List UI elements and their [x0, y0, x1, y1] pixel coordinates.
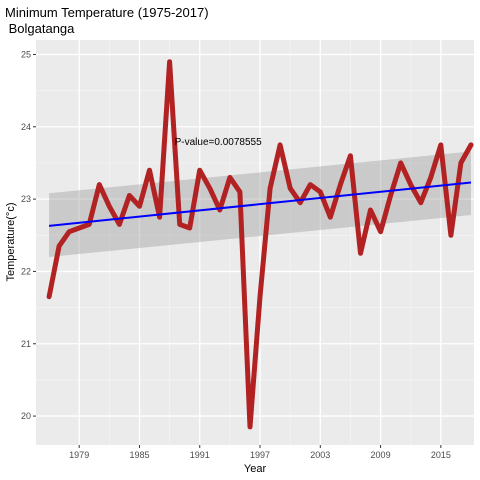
- y-tick-label: 21: [21, 339, 31, 349]
- chart-title: Minimum Temperature (1975-2017): [5, 5, 209, 20]
- trend-line: [48, 181, 472, 227]
- x-axis-title: Year: [244, 463, 267, 475]
- y-tick-label: 24: [21, 122, 31, 132]
- series-group: [46, 59, 474, 430]
- y-axis-ticks: 20 21 22 23 24 25: [21, 49, 36, 421]
- y-tick-label: 23: [21, 194, 31, 204]
- chart-subtitle: Bolgatanga: [5, 21, 75, 36]
- x-tick-label: 2009: [371, 450, 391, 460]
- temperature-line: [46, 59, 474, 430]
- major-gridlines: [36, 40, 474, 445]
- x-tick-label: 1979: [69, 450, 89, 460]
- p-value-annotation: P-value=0.0078555: [175, 137, 262, 148]
- trend-group: [48, 181, 472, 227]
- x-tick-label: 1985: [129, 450, 149, 460]
- y-axis-title: Temperature(°c): [5, 203, 17, 282]
- y-tick-label: 20: [21, 411, 31, 421]
- x-tick-label: 2015: [431, 450, 451, 460]
- x-tick-label: 2003: [310, 450, 330, 460]
- y-tick-label: 22: [21, 266, 31, 276]
- x-axis-ticks: 1979 1985 1991 1997 2003 2009 2015: [69, 445, 451, 460]
- y-tick-label: 25: [21, 49, 31, 59]
- x-tick-label: 1991: [190, 450, 210, 460]
- x-tick-label: 1997: [250, 450, 270, 460]
